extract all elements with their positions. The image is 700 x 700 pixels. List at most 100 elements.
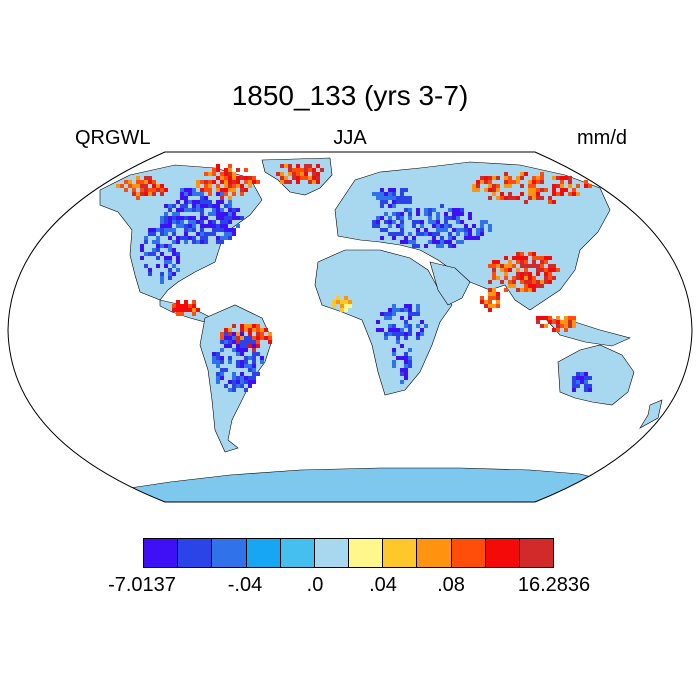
anomaly-cell xyxy=(492,188,496,192)
anomaly-cell xyxy=(308,168,312,172)
anomaly-cell xyxy=(560,192,564,196)
anomaly-cell xyxy=(532,176,536,180)
anomaly-cell xyxy=(236,344,240,348)
anomaly-cell xyxy=(520,192,524,196)
anomaly-cell xyxy=(496,184,500,188)
arabia-land xyxy=(429,261,471,306)
anomaly-cell xyxy=(256,344,260,348)
anomaly-cell xyxy=(424,244,428,248)
anomaly-cell xyxy=(432,208,436,212)
anomaly-cell xyxy=(160,232,164,236)
anomaly-cell xyxy=(264,328,268,332)
anomaly-cell xyxy=(400,316,404,320)
anomaly-cell xyxy=(152,184,156,188)
anomaly-cell xyxy=(380,204,384,208)
anomaly-cell xyxy=(228,232,232,236)
anomaly-cell xyxy=(464,232,468,236)
anomaly-cell xyxy=(496,176,500,180)
anomaly-cell xyxy=(392,220,396,224)
anomaly-cell xyxy=(484,304,488,308)
anomaly-cell xyxy=(584,380,588,384)
anomaly-cell xyxy=(444,220,448,224)
anomaly-cell xyxy=(232,232,236,236)
anomaly-cell xyxy=(144,180,148,184)
anomaly-cell xyxy=(552,276,556,280)
anomaly-cell xyxy=(164,216,168,220)
anomaly-cell xyxy=(472,184,476,188)
anomaly-cell xyxy=(388,224,392,228)
anomaly-cell xyxy=(524,284,528,288)
anomaly-cell xyxy=(400,224,404,228)
anomaly-cell xyxy=(412,244,416,248)
anomaly-cell xyxy=(240,176,244,180)
anomaly-cell xyxy=(228,176,232,180)
anomaly-cell xyxy=(488,300,492,304)
anomaly-cell xyxy=(148,192,152,196)
anomaly-cell xyxy=(228,228,232,232)
anomaly-cell xyxy=(216,212,220,216)
anomaly-cell xyxy=(228,208,232,212)
anomaly-cell xyxy=(436,212,440,216)
anomaly-cell xyxy=(496,260,500,264)
map-title: 1850_133 (yrs 3-7) xyxy=(231,80,469,111)
anomaly-cell xyxy=(256,352,260,356)
anomaly-cell xyxy=(224,172,228,176)
anomaly-cell xyxy=(144,264,148,268)
anomaly-cell xyxy=(520,288,524,292)
anomaly-cell xyxy=(388,192,392,196)
anomaly-cell xyxy=(224,332,228,336)
anomaly-cell xyxy=(196,220,200,224)
anomaly-cell xyxy=(140,184,144,188)
anomaly-cell xyxy=(224,228,228,232)
anomaly-cell xyxy=(488,296,492,300)
anomaly-cell xyxy=(384,312,388,316)
anomaly-cell xyxy=(224,328,228,332)
anomaly-cell xyxy=(252,376,256,380)
anomaly-cell xyxy=(224,188,228,192)
anomaly-cell xyxy=(168,276,172,280)
anomaly-cell xyxy=(436,232,440,236)
colorbar-swatch xyxy=(349,539,384,567)
anomaly-cell xyxy=(408,212,412,216)
anomaly-cell xyxy=(396,216,400,220)
anomaly-cell xyxy=(544,276,548,280)
anomaly-cell xyxy=(288,168,292,172)
anomaly-cell xyxy=(248,364,252,368)
anomaly-cell xyxy=(304,176,308,180)
anomaly-cell xyxy=(192,216,196,220)
anomaly-cell xyxy=(564,316,568,320)
anomaly-cell xyxy=(336,300,340,304)
anomaly-cell xyxy=(560,320,564,324)
anomaly-cell xyxy=(228,236,232,240)
anomaly-cell xyxy=(196,204,200,208)
anomaly-cell xyxy=(212,360,216,364)
anomaly-cell xyxy=(456,212,460,216)
anomaly-cell xyxy=(164,228,168,232)
anomaly-cell xyxy=(508,268,512,272)
anomaly-cell xyxy=(488,188,492,192)
anomaly-cell xyxy=(500,196,504,200)
anomaly-cell xyxy=(440,240,444,244)
anomaly-cell xyxy=(260,356,264,360)
anomaly-cell xyxy=(416,336,420,340)
anomaly-cell xyxy=(236,352,240,356)
anomaly-cell xyxy=(468,236,472,240)
anomaly-cell xyxy=(252,380,256,384)
anomaly-cell xyxy=(244,348,248,352)
anomaly-cell xyxy=(176,312,180,316)
anomaly-cell xyxy=(384,336,388,340)
anomaly-cell xyxy=(216,360,220,364)
anomaly-cell xyxy=(428,212,432,216)
anomaly-cell xyxy=(552,188,556,192)
anomaly-cell xyxy=(248,368,252,372)
anomaly-cell xyxy=(516,288,520,292)
anomaly-cell xyxy=(252,364,256,368)
anomaly-cell xyxy=(376,192,380,196)
anomaly-cell xyxy=(284,164,288,168)
anomaly-cell xyxy=(248,176,252,180)
anomaly-cell xyxy=(264,336,268,340)
anomaly-cell xyxy=(192,240,196,244)
anomaly-cell xyxy=(232,340,236,344)
anomaly-cell xyxy=(480,220,484,224)
anomaly-cell xyxy=(392,188,396,192)
